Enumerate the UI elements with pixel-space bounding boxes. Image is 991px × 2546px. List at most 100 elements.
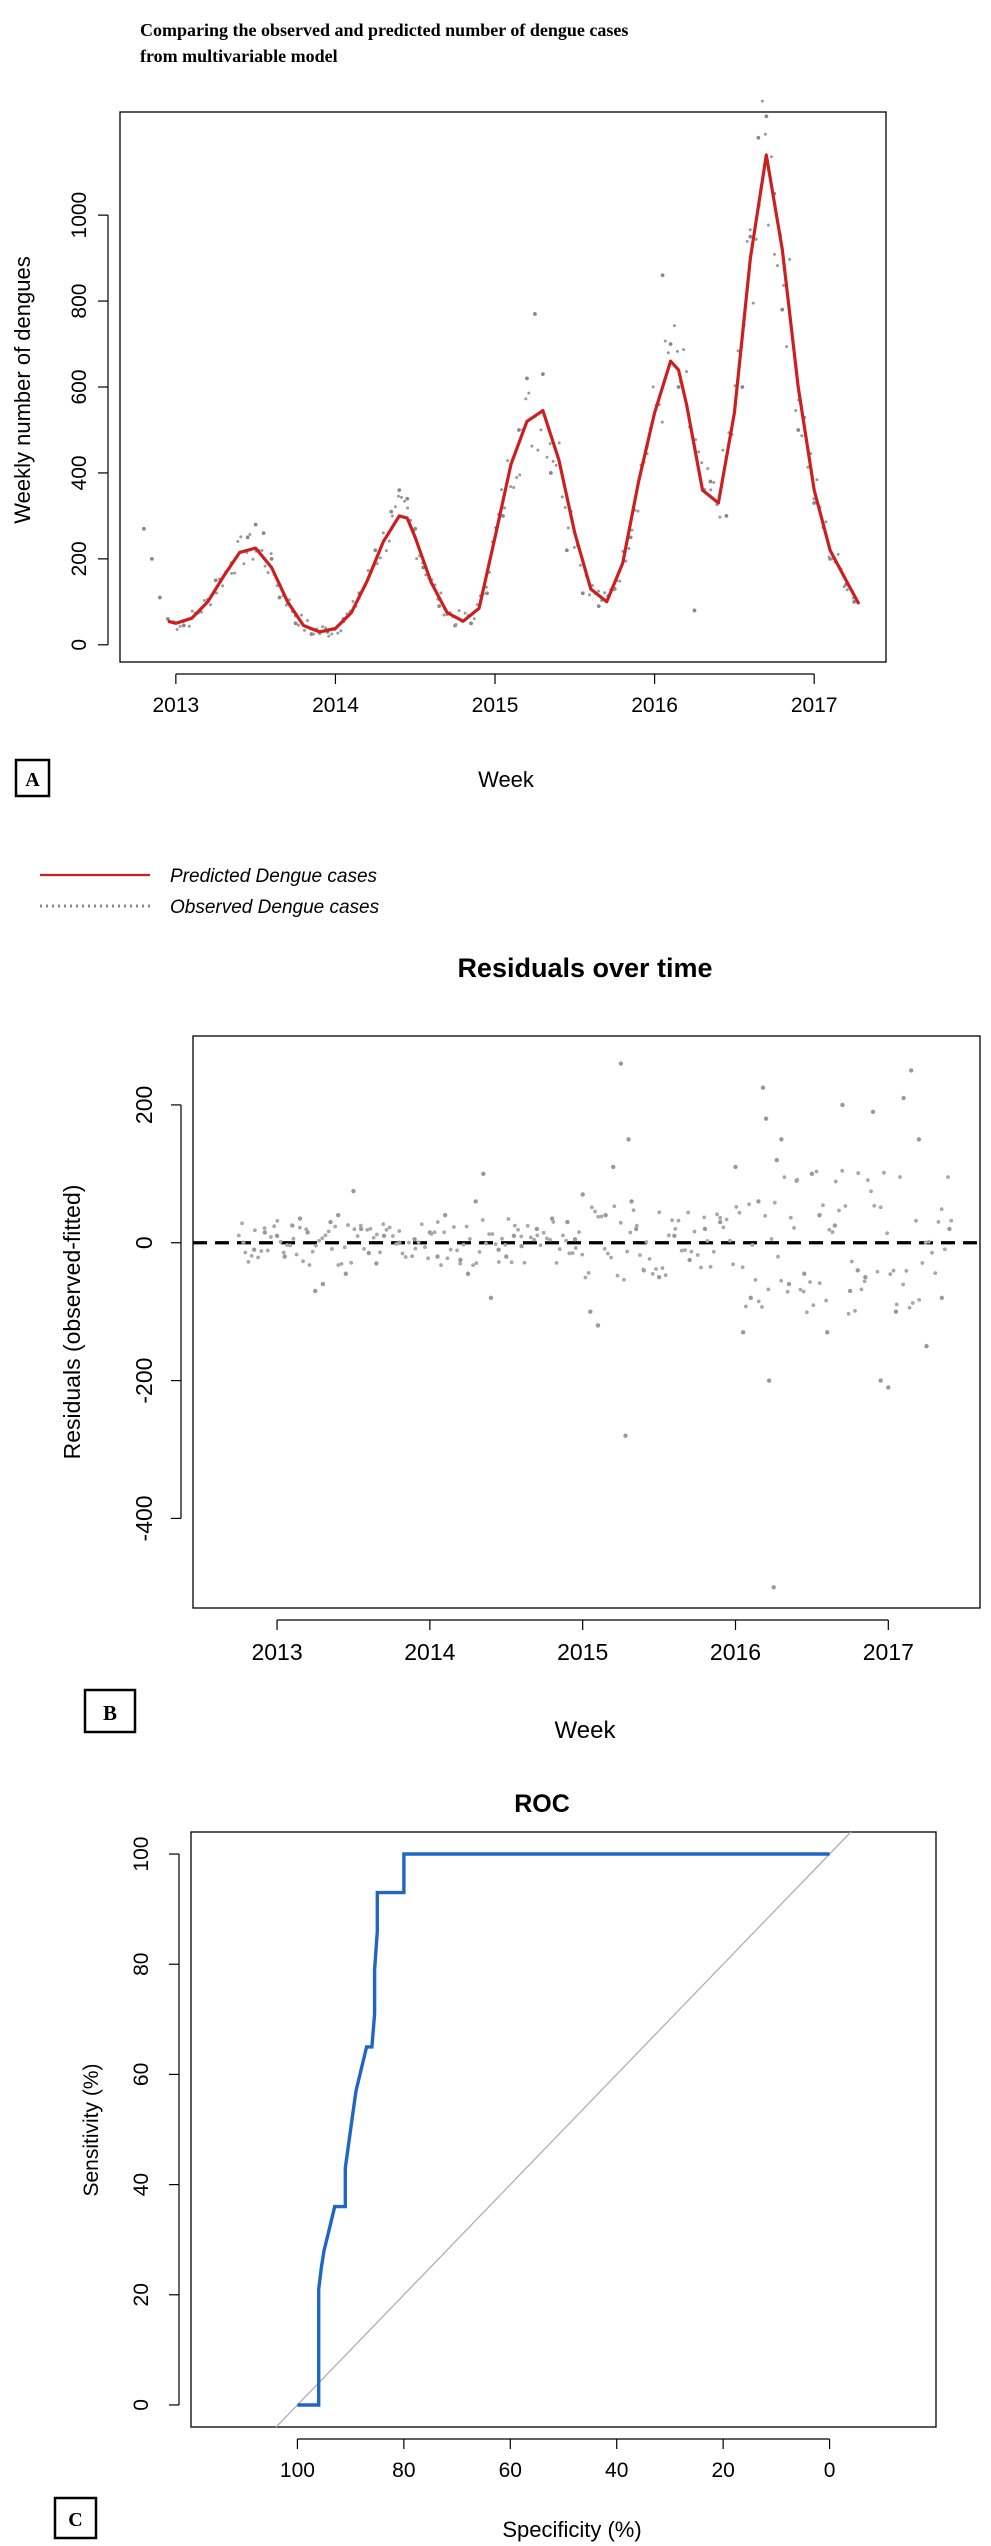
chart-b-x-tick-label: 2014 (404, 1639, 455, 1665)
chart-b-residual-point (362, 1246, 366, 1251)
chart-b-residual-point (795, 1177, 800, 1182)
chart-b-residual-point (412, 1237, 417, 1242)
chart-a-observed-point (299, 613, 303, 617)
chart-a-observed-point (500, 488, 504, 492)
chart-a-observed-point (540, 372, 545, 377)
chart-b-residual-point (455, 1248, 459, 1253)
chart-b-residual-point (623, 1433, 628, 1438)
chart-b-residual-point (313, 1288, 318, 1294)
chart-b-residual-point (410, 1254, 415, 1259)
chart-b-residual-point (686, 1210, 691, 1215)
chart-b-residual-point (249, 1253, 254, 1258)
chart-b-residual-point (519, 1234, 524, 1239)
chart-b-residual-point (748, 1295, 753, 1301)
chart-b-residual-point (236, 1233, 241, 1238)
panel-a-label-box (14, 758, 51, 798)
chart-a-observed-point (187, 624, 191, 628)
chart-a-observed-point (724, 514, 729, 518)
chart-b-residual-point (504, 1254, 509, 1259)
chart-b-residual-point (323, 1233, 328, 1238)
chart-b-y-tick-label: -400 (131, 1495, 157, 1541)
chart-b-residual-point (496, 1247, 501, 1252)
chart-a-observed-point (763, 132, 767, 136)
chart-b-residual-point (285, 1243, 289, 1247)
chart-b-residual-point (672, 1233, 677, 1239)
chart-b-residual-point (893, 1309, 899, 1314)
chart-a-observed-point (740, 385, 745, 389)
chart-a-observed-point (373, 548, 378, 553)
chart-a-observed-point (672, 324, 676, 328)
chart-b-residual-point (588, 1309, 593, 1314)
chart-b-residual-point (733, 1164, 738, 1170)
chart-b-residual-point (898, 1175, 902, 1179)
chart-b-residual-point (756, 1299, 761, 1304)
chart-b-residual-point (545, 1236, 549, 1241)
chart-a-observed-point (815, 478, 819, 482)
chart-b-residual-point (297, 1216, 303, 1221)
chart-b-residual-point (798, 1287, 803, 1292)
chart-a-observed-point (627, 546, 631, 550)
chart-b-residual-point (779, 1278, 784, 1283)
chart-a-observed-point (302, 628, 306, 632)
chart-b-residual-point (525, 1223, 530, 1228)
chart-b-residual-point (381, 1233, 387, 1239)
chart-a-x-tick-label: 2013 (152, 694, 199, 717)
chart-b-residual-point (817, 1281, 822, 1285)
chart-b-residual-point (849, 1259, 854, 1264)
chart-c-x-tick-label: 40 (605, 2459, 628, 2482)
chart-a-observed-point (548, 471, 553, 475)
chart-b-residual-point (846, 1311, 851, 1316)
chart-a-plot-frame (119, 111, 887, 663)
chart-b-residual-point (695, 1253, 700, 1257)
chart-c-diagonal-reference-line (275, 1831, 852, 2428)
chart-b-residual-point (595, 1323, 601, 1328)
chart-a-observed-point (484, 585, 488, 589)
chart-b-residual-point (888, 1272, 893, 1276)
panel-c: ROC 0 20 40 60 80 100 100 80 60 40 20 0 Sensitivit… (53, 1790, 937, 2542)
chart-b-residual-point (634, 1223, 639, 1228)
chart-a-observed-point (413, 526, 418, 531)
chart-b-residual-point (862, 1279, 867, 1284)
chart-a-x-axis: 2013 2014 2015 2016 2017 (152, 673, 838, 717)
chart-b-residual-point (891, 1268, 896, 1273)
chart-c-title: ROC (514, 1790, 570, 1818)
chart-a-observed-point (327, 634, 331, 638)
chart-b-residual-point (573, 1246, 578, 1250)
chart-a-observed-point (603, 591, 607, 595)
chart-b-residual-point (843, 1204, 848, 1208)
chart-a-observed-point (578, 563, 582, 567)
chart-a-observed-point (845, 588, 849, 592)
chart-b-residual-point (853, 1308, 857, 1313)
chart-b-residual-point (939, 1207, 944, 1212)
chart-b-residual-point (692, 1229, 697, 1234)
chart-b-residual-point (599, 1214, 604, 1219)
chart-b-residual-point (577, 1230, 581, 1235)
chart-b-residual-point (400, 1251, 405, 1256)
chart-b-residual-point (666, 1233, 671, 1238)
chart-a-observed-point (190, 609, 194, 613)
chart-a-observed-point (396, 494, 400, 498)
chart-b-residual-point (946, 1175, 950, 1180)
chart-b-residual-point (859, 1287, 864, 1292)
chart-b-residual-point (641, 1267, 646, 1272)
chart-a-observed-point (400, 495, 404, 499)
chart-c-y-tick-label: 40 (130, 2173, 153, 2196)
chart-a-observed-point (721, 448, 725, 452)
chart-a-observed-point (630, 528, 634, 532)
chart-a-observed-point (403, 499, 407, 503)
chart-a-observed-point (261, 531, 266, 535)
chart-b-residual-point (442, 1212, 448, 1218)
chart-b-residual-point (731, 1262, 735, 1267)
chart-b-residual-point (435, 1220, 440, 1224)
chart-a-observed-point (636, 509, 640, 513)
chart-b-residual-point (567, 1251, 572, 1256)
chart-c-x-tick-label: 80 (392, 2459, 415, 2482)
chart-b-residual-point (275, 1219, 280, 1223)
chart-b-residual-point (358, 1226, 364, 1232)
chart-a-observed-point (788, 257, 792, 261)
chart-b-residual-point (387, 1225, 392, 1230)
chart-a-observed-point (597, 589, 601, 593)
chart-b-x-tick-label: 2013 (251, 1639, 302, 1665)
chart-a-observed-point (293, 621, 298, 626)
chart-b-residual-point (875, 1269, 880, 1274)
